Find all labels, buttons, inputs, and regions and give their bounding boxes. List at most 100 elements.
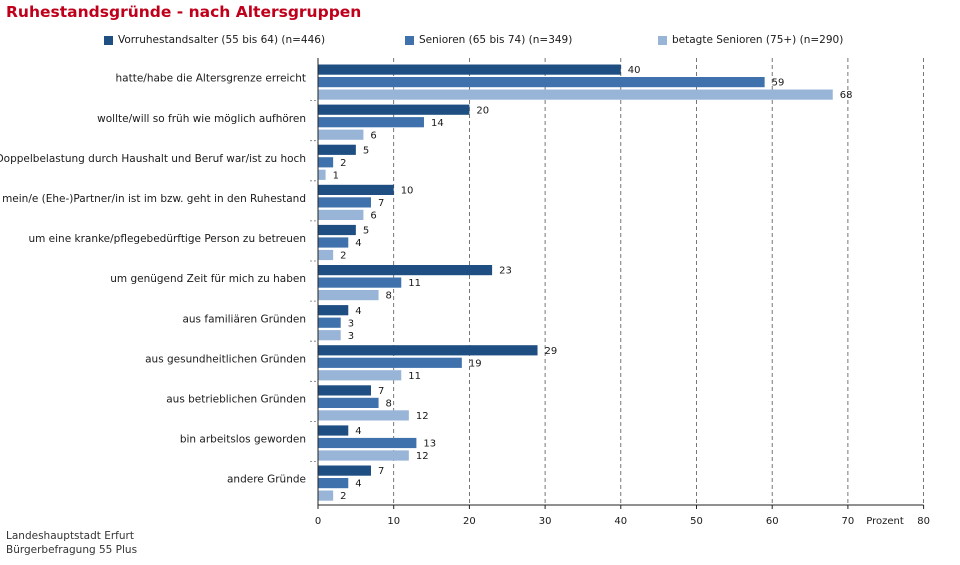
value-label: 8 xyxy=(386,291,392,302)
value-label: 4 xyxy=(355,238,361,249)
legend-label-senioren: Senioren (65 bis 74) (n=349) xyxy=(419,34,573,46)
legend-item-senioren: Senioren (65 bis 74) (n=349) xyxy=(405,33,572,47)
bar-1 xyxy=(318,184,394,195)
value-label: 4 xyxy=(355,426,361,437)
legend-label-betagte-senioren: betagte Senioren (75+) (n=290) xyxy=(672,34,844,46)
value-label: 7 xyxy=(378,386,384,397)
bar-1 xyxy=(318,104,470,115)
value-label: 12 xyxy=(416,451,429,462)
value-label: 23 xyxy=(499,266,512,277)
value-label: 3 xyxy=(348,331,354,342)
bar-2 xyxy=(318,197,371,208)
bar-1 xyxy=(318,144,356,155)
chart-title: Ruhestandsgründe - nach Altersgruppen xyxy=(6,3,362,21)
bar-2 xyxy=(318,157,334,168)
category-label: Doppelbelastung durch Haushalt und Beruf… xyxy=(0,153,306,165)
value-label: 11 xyxy=(408,371,421,382)
value-label: 2 xyxy=(340,491,346,502)
bar-1 xyxy=(318,305,349,316)
bar-1 xyxy=(318,465,371,476)
value-label: 12 xyxy=(416,411,429,422)
bar-3 xyxy=(318,290,379,301)
value-label: 13 xyxy=(423,439,436,450)
x-tick-label: 0 xyxy=(315,516,321,527)
bar-2 xyxy=(318,357,462,368)
category-label: hatte/habe die Altersgrenze erreicht xyxy=(116,73,307,85)
value-label: 6 xyxy=(370,130,376,141)
bar-2 xyxy=(318,117,424,128)
x-axis-label: Prozent xyxy=(866,516,904,527)
bar-3 xyxy=(318,330,341,341)
bar-2 xyxy=(318,397,379,408)
x-tick-label: 30 xyxy=(539,516,552,527)
value-label: 2 xyxy=(340,158,346,169)
x-tick-label: 60 xyxy=(766,516,779,527)
source-line-1: Landeshauptstadt Erfurt xyxy=(6,530,134,542)
value-label: 19 xyxy=(469,358,482,369)
bar-3 xyxy=(318,490,334,501)
bar-3 xyxy=(318,89,833,100)
category-label: bin arbeitslos geworden xyxy=(180,434,306,446)
source-line-2: Bürgerbefragung 55 Plus xyxy=(6,544,138,556)
value-label: 3 xyxy=(348,318,354,329)
bar-1 xyxy=(318,385,371,396)
bar-3 xyxy=(318,169,326,180)
value-label: 5 xyxy=(363,226,369,237)
x-tick-label: 70 xyxy=(842,516,855,527)
x-tick-label: 80 xyxy=(917,516,930,527)
legend-swatch-betagte-senioren xyxy=(658,35,667,45)
value-label: 10 xyxy=(401,186,414,197)
bar-2 xyxy=(318,237,349,248)
x-tick-label: 10 xyxy=(387,516,400,527)
value-label: 1 xyxy=(333,170,339,181)
value-label: 59 xyxy=(772,78,785,89)
bar-1 xyxy=(318,265,493,276)
value-label: 7 xyxy=(378,198,384,209)
value-label: 2 xyxy=(340,251,346,262)
value-label: 6 xyxy=(370,211,376,222)
legend-item-betagte-senioren: betagte Senioren (75+) (n=290) xyxy=(658,33,843,47)
bar-2 xyxy=(318,77,765,88)
category-label: aus familiären Gründen xyxy=(182,313,306,325)
category-label: um eine kranke/pflegebedürftige Person z… xyxy=(28,233,306,245)
legend-item-vorruhestand: Vorruhestandsalter (55 bis 64) (n=446) xyxy=(104,33,325,47)
category-label: wollte/will so früh wie möglich aufhören xyxy=(97,113,306,125)
x-tick-label: 40 xyxy=(614,516,627,527)
category-label: um genügend Zeit für mich zu haben xyxy=(110,273,306,285)
value-label: 11 xyxy=(408,278,421,289)
bar-3 xyxy=(318,370,402,381)
bar-1 xyxy=(318,345,538,356)
value-label: 29 xyxy=(545,346,558,357)
category-label: aus gesundheitlichen Gründen xyxy=(145,353,306,365)
bar-1 xyxy=(318,224,356,236)
value-label: 4 xyxy=(355,479,361,490)
bar-3 xyxy=(318,209,364,220)
legend-label-vorruhestand: Vorruhestandsalter (55 bis 64) (n=446) xyxy=(118,34,326,46)
bar-2 xyxy=(318,478,349,489)
value-label: 14 xyxy=(431,118,444,129)
value-label: 20 xyxy=(476,105,489,116)
bar-1 xyxy=(318,425,349,436)
value-label: 40 xyxy=(628,65,641,76)
category-label: andere Gründe xyxy=(227,474,306,486)
value-label: 8 xyxy=(386,399,392,410)
value-label: 4 xyxy=(355,306,361,317)
value-label: 68 xyxy=(840,90,853,101)
bar-2 xyxy=(318,317,341,328)
legend-swatch-senioren xyxy=(405,35,414,45)
x-tick-label: 50 xyxy=(690,516,703,527)
bar-3 xyxy=(318,450,409,461)
legend-swatch-vorruhestand xyxy=(104,35,113,45)
x-tick-label: 20 xyxy=(463,516,476,527)
bar-3 xyxy=(318,410,409,421)
bar-1 xyxy=(318,64,621,75)
bar-2 xyxy=(318,277,402,288)
bar-3 xyxy=(318,249,334,261)
bar-2 xyxy=(318,437,417,449)
value-label: 5 xyxy=(363,145,369,156)
bar-3 xyxy=(318,129,364,140)
category-label: aus betrieblichen Gründen xyxy=(166,394,306,406)
category-label: mein/e (Ehe-)Partner/in ist im bzw. geht… xyxy=(2,193,306,205)
value-label: 7 xyxy=(378,466,384,477)
